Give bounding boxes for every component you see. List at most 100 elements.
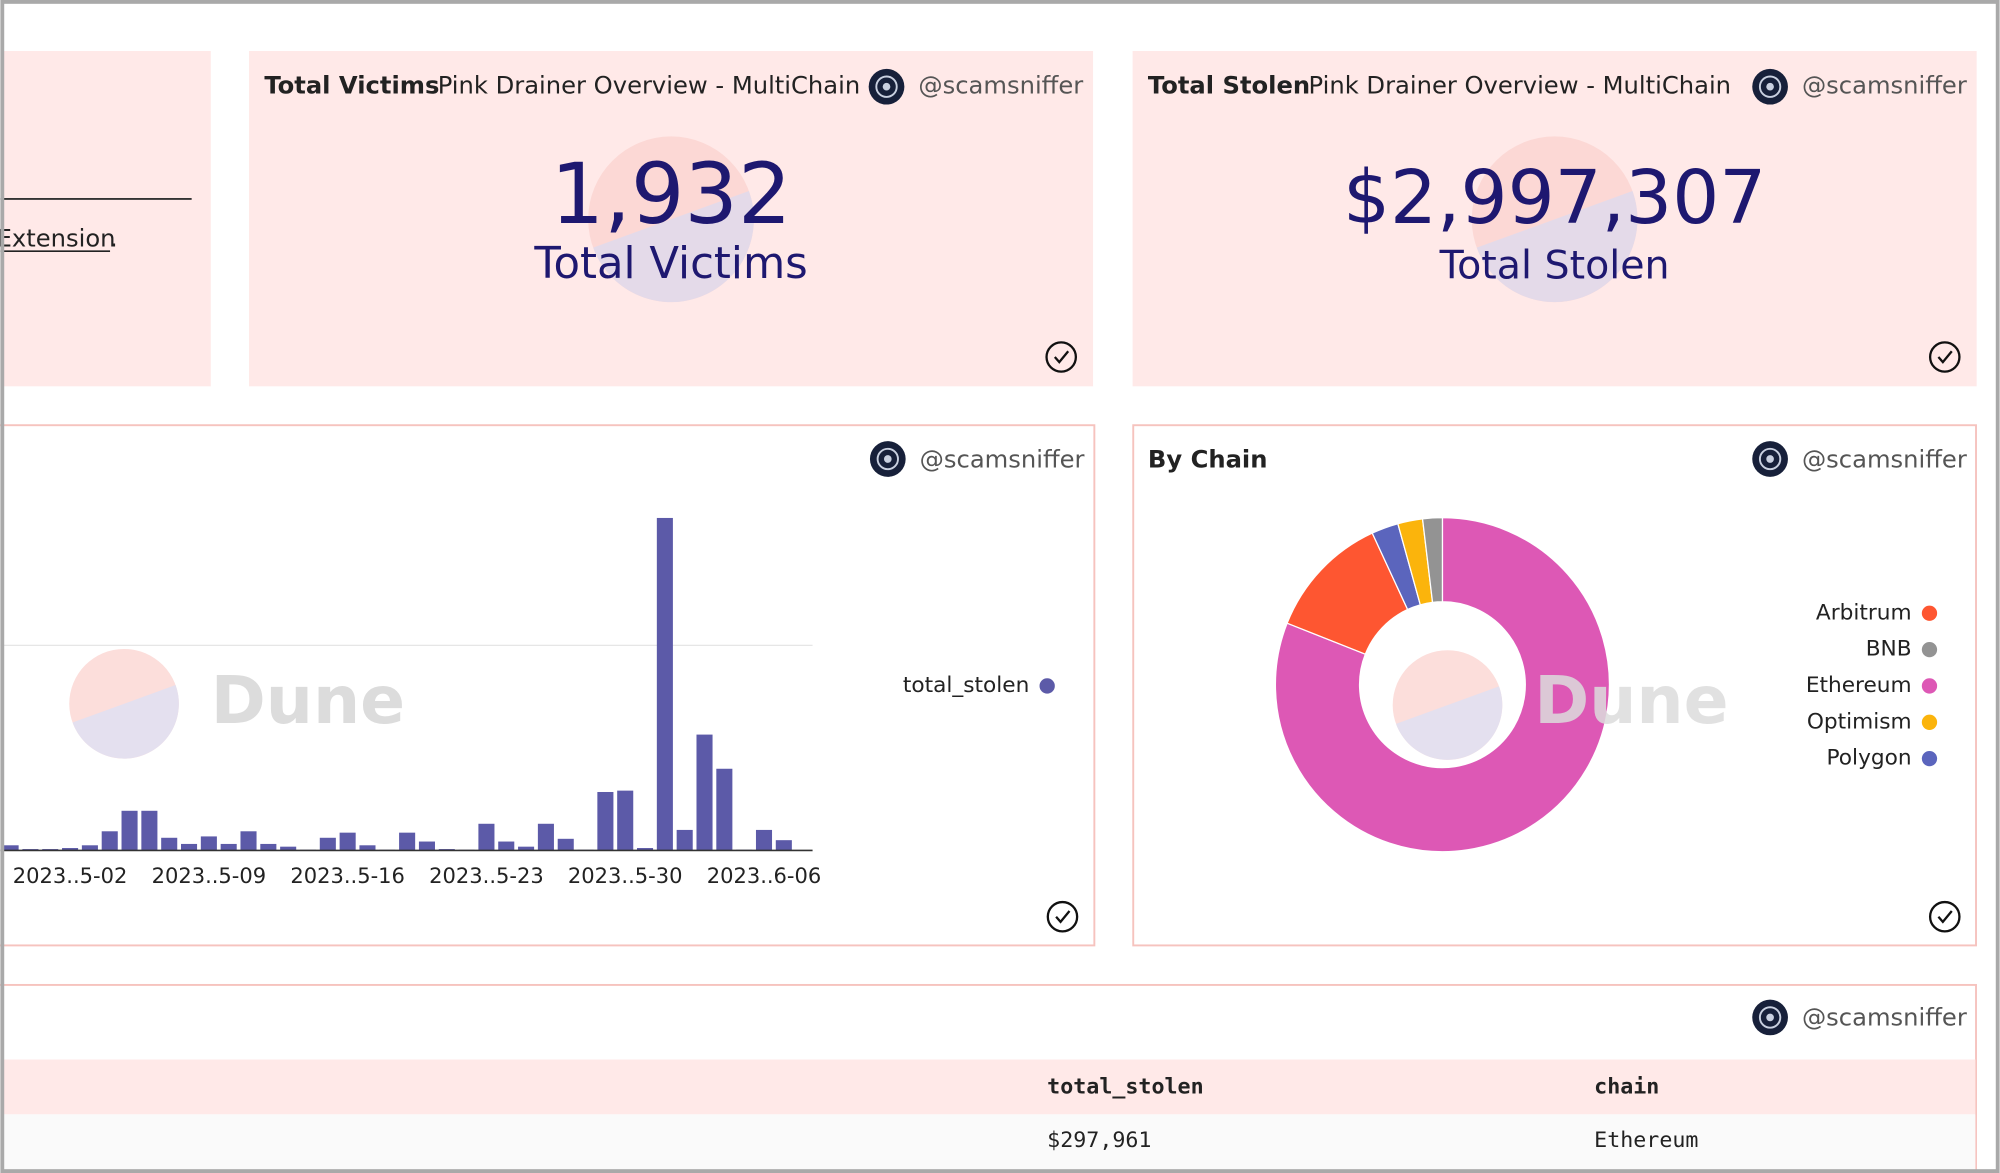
avatar-ring: [876, 447, 899, 471]
legend-label[interactable]: Arbitrum: [1816, 600, 1912, 625]
avatar-dot: [883, 455, 892, 463]
legend-swatch: [1921, 641, 1938, 658]
bar: [141, 810, 158, 851]
check-circle: [1045, 341, 1078, 373]
check-mark: [1055, 910, 1071, 924]
bar: [696, 734, 713, 851]
watermark: Dune: [211, 661, 405, 739]
logo-bottom: [1476, 190, 1638, 303]
x-tick-label: 2023..5-16: [290, 863, 405, 888]
author[interactable]: @scamsniffer: [920, 445, 1085, 473]
table-row: [0, 1114, 1976, 1173]
bar: [339, 832, 356, 851]
bar: [260, 843, 277, 851]
watermark-logo: [588, 136, 754, 303]
bar: [518, 846, 535, 851]
link[interactable]: Extension: [0, 225, 115, 253]
check-circle: [1046, 900, 1079, 933]
bar: [181, 843, 198, 851]
bar: [755, 829, 773, 851]
check-icon[interactable]: [1928, 900, 1961, 933]
avatar-ring: [1758, 447, 1782, 471]
legend-swatch: [1921, 678, 1938, 694]
check-icon[interactable]: [1046, 900, 1079, 933]
check-mark: [1937, 350, 1953, 364]
check-mark: [1937, 910, 1953, 924]
legend-label[interactable]: Ethereum: [1806, 673, 1912, 698]
x-tick-label: 2023..5-30: [568, 863, 683, 888]
panel-subtitle[interactable]: Pink Drainer Overview - MultiChain: [1309, 72, 1732, 100]
bar: [121, 810, 138, 851]
avatar: [1752, 999, 1788, 1036]
legend-swatch: [1921, 714, 1938, 730]
column-header[interactable]: total_stolen: [1047, 1075, 1203, 1100]
donut-slice[interactable]: [1274, 517, 1611, 853]
counter-label: Total Victims: [533, 239, 807, 289]
check-circle: [1928, 900, 1961, 933]
logo-bottom: [1396, 686, 1503, 760]
x-tick-label: 2023..6-06: [707, 863, 822, 888]
watermark-logo: [69, 648, 179, 759]
avatar: [869, 441, 906, 477]
avatar: [868, 68, 905, 105]
bar: [537, 823, 554, 851]
legend-label[interactable]: total_stolen: [903, 673, 1029, 698]
bar: [676, 829, 693, 851]
author[interactable]: @scamsniffer: [1802, 445, 1967, 473]
bar: [220, 843, 237, 851]
bar: [775, 840, 792, 851]
logo-bottom: [72, 685, 179, 759]
counter-value: 1,932: [551, 145, 792, 243]
avatar-ring: [1758, 75, 1782, 98]
bar-panel: [0, 424, 1096, 947]
donut-slice[interactable]: [1421, 517, 1444, 604]
bar: [418, 841, 435, 851]
bar: [617, 790, 634, 851]
panel-title: Total Victims: [264, 72, 439, 100]
x-tick-label: 2023..5-23: [429, 863, 544, 888]
avatar-dot: [1766, 82, 1774, 91]
legend-swatch: [1921, 750, 1938, 767]
legend-swatch: [1039, 678, 1055, 694]
bar: [478, 823, 495, 851]
logo-bottom: [593, 190, 754, 303]
avatar-dot: [1766, 1013, 1774, 1022]
bar: [359, 845, 376, 851]
bar: [280, 846, 297, 851]
bar: [597, 791, 614, 851]
bar: [161, 837, 178, 851]
avatar-ring: [1758, 1006, 1782, 1029]
check-circle: [1928, 341, 1961, 373]
panel-subtitle[interactable]: Pink Drainer Overview - MultiChain: [438, 72, 861, 100]
intro-panel: [0, 51, 211, 387]
chart-title: By Chain: [1148, 445, 1268, 473]
legend-label[interactable]: BNB: [1866, 637, 1912, 662]
link-suffix: .: [110, 225, 118, 253]
bar: [637, 848, 654, 851]
bar: [656, 517, 673, 851]
avatar-dot: [1766, 455, 1774, 463]
author[interactable]: @scamsniffer: [1802, 72, 1967, 100]
column-header[interactable]: chain: [1594, 1075, 1659, 1100]
author[interactable]: @scamsniffer: [918, 72, 1083, 100]
bar: [2, 845, 19, 851]
legend-label[interactable]: Polygon: [1827, 746, 1912, 771]
check-icon[interactable]: [1045, 341, 1078, 373]
check-icon[interactable]: [1928, 341, 1961, 373]
avatar-ring: [875, 75, 898, 98]
x-tick-label: 2023..5-09: [152, 863, 267, 888]
legend-label[interactable]: Optimism: [1807, 709, 1912, 734]
bar: [240, 831, 257, 851]
table-cell: Ethereum: [1594, 1128, 1698, 1153]
avatar-dot: [882, 82, 891, 91]
bar: [557, 838, 574, 851]
bar: [716, 768, 733, 851]
counter-label: Total Stolen: [1439, 242, 1670, 288]
watermark: Dune: [1534, 661, 1728, 739]
counter-value: $2,997,307: [1343, 155, 1766, 241]
bar: [399, 832, 416, 851]
legend-swatch: [1921, 605, 1938, 621]
author[interactable]: @scamsniffer: [1802, 1004, 1967, 1032]
